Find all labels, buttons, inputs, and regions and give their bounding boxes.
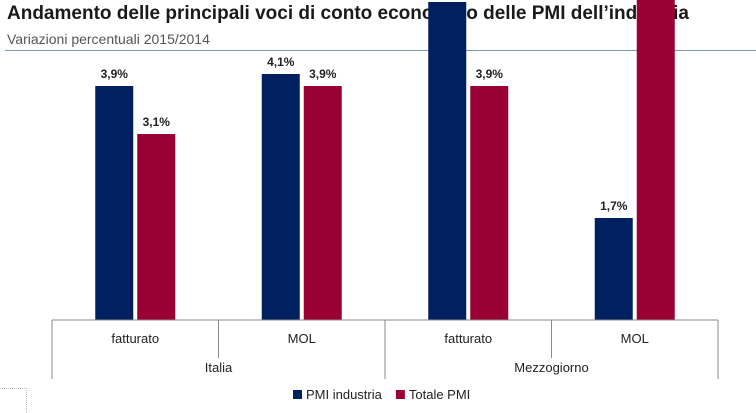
bar-series-pmi-industria	[95, 86, 134, 320]
legend-pmi-industria-swatch	[293, 390, 302, 399]
bar-series-pmi-industria	[261, 74, 300, 320]
legend-totale-pmi-swatch	[395, 390, 405, 399]
bar-series-pmi-industria	[594, 218, 633, 320]
legend-totale-pmi-label: Totale PMI	[409, 387, 470, 402]
x-tick-label: fatturato	[111, 331, 159, 346]
bar-series-totale-pmi	[303, 86, 342, 320]
group-label: Italia	[205, 360, 233, 375]
bar-series-totale-pmi	[137, 134, 176, 320]
chart-subtitle: Variazioni percentuali 2015/2014	[7, 31, 210, 47]
chart-title: Andamento delle principali voci di conto…	[7, 3, 689, 24]
x-tick-label: MOL	[621, 331, 649, 346]
legend-pmi-industria-label: PMI industria	[306, 387, 383, 402]
x-tick-label: MOL	[288, 331, 316, 346]
title-divider	[5, 50, 756, 51]
bar-series-totale-pmi	[470, 86, 509, 320]
data-label: 3,1%	[143, 115, 171, 129]
x-tick-label: fatturato	[444, 331, 492, 346]
data-label: 4,1%	[267, 55, 295, 69]
data-label: 1,7%	[600, 199, 628, 213]
group-label: Mezzogiorno	[514, 360, 588, 375]
bar-series-pmi-industria	[428, 2, 467, 320]
data-label: 3,9%	[476, 67, 504, 81]
selection-corner-marker	[0, 388, 27, 413]
data-label: 3,9%	[101, 67, 129, 81]
data-label: 3,9%	[309, 67, 337, 81]
bar-series-totale-pmi	[636, 0, 675, 320]
